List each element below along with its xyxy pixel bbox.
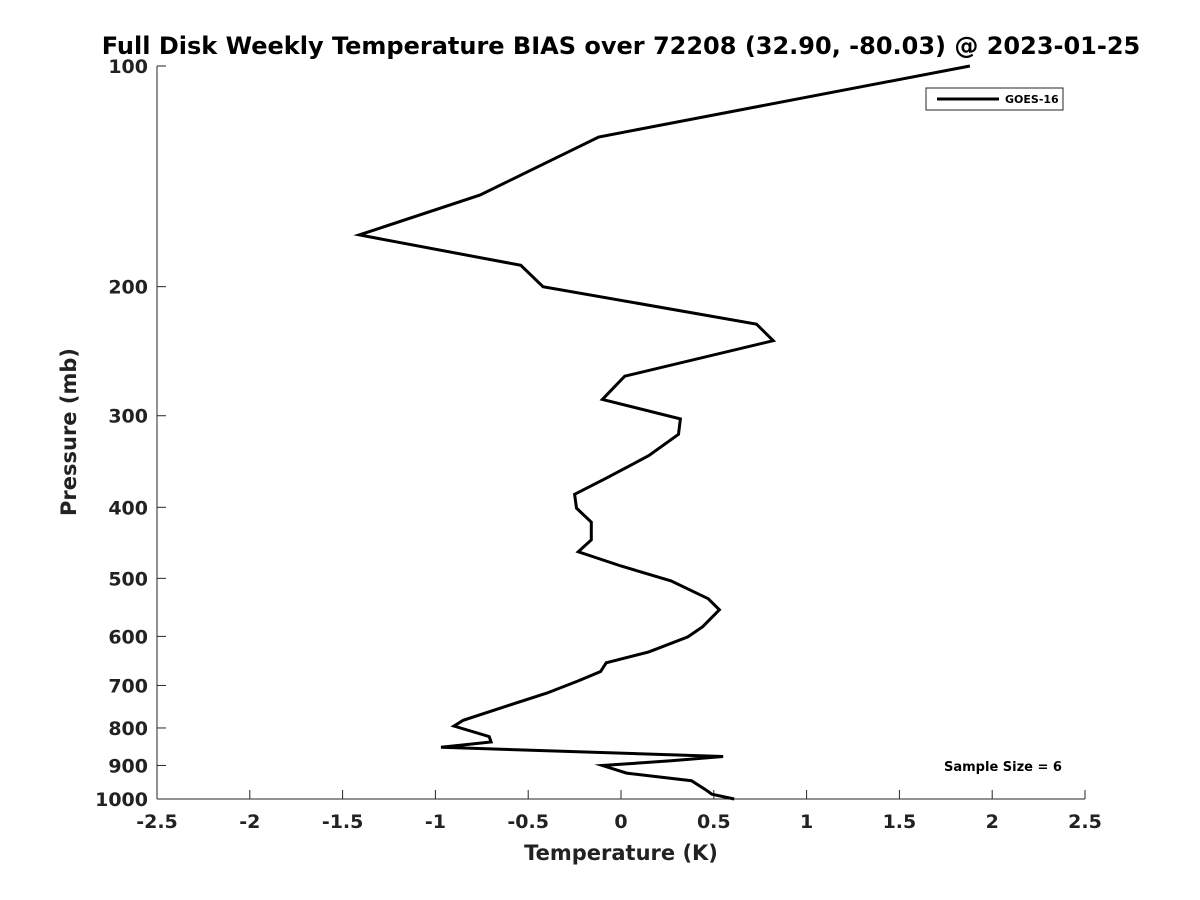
- sample-size-annotation: Sample Size = 6: [944, 760, 1062, 775]
- y-tick-label: 300: [108, 406, 148, 428]
- y-tick-label: 700: [108, 675, 148, 697]
- x-tick-label: 2: [986, 811, 999, 833]
- y-axis-label: Pressure (mb): [57, 348, 81, 516]
- y-tick-label: 800: [108, 718, 148, 740]
- y-ticks: 100 200 300 400 500 600 700 800 900 1000: [95, 56, 166, 811]
- y-tick-label: 1000: [95, 789, 148, 811]
- plot-area: -2.5 -2 -1.5 -1 -0.5 0 0.5 1 1.5 2 2.5 100 200 300 40…: [95, 56, 1102, 833]
- x-tick-label: -2.5: [136, 811, 178, 833]
- x-tick-label: -1: [425, 811, 446, 833]
- legend-entry-goes-16: GOES-16: [1005, 93, 1059, 106]
- x-ticks: -2.5 -2 -1.5 -1 -0.5 0 0.5 1 1.5 2 2.5: [136, 790, 1102, 833]
- x-tick-label: -1.5: [322, 811, 364, 833]
- x-tick-label: 0.5: [697, 811, 731, 833]
- y-tick-label: 900: [108, 755, 148, 777]
- x-tick-label: -0.5: [507, 811, 549, 833]
- chart-title: Full Disk Weekly Temperature BIAS over 7…: [102, 32, 1141, 60]
- y-tick-label: 200: [108, 277, 148, 299]
- x-tick-label: 1: [800, 811, 813, 833]
- x-tick-label: -2: [239, 811, 260, 833]
- x-tick-label: 0: [614, 811, 627, 833]
- y-tick-label: 600: [108, 626, 148, 648]
- x-axis-label: Temperature (K): [524, 841, 718, 865]
- x-tick-label: 2.5: [1068, 811, 1102, 833]
- y-tick-label: 500: [108, 568, 148, 590]
- x-tick-label: 1.5: [883, 811, 917, 833]
- y-tick-label: 100: [108, 56, 148, 78]
- series-line-goes-16: [353, 64, 971, 801]
- y-tick-label: 400: [108, 497, 148, 519]
- series-layer: [353, 64, 971, 801]
- legend: GOES-16: [925, 87, 1064, 111]
